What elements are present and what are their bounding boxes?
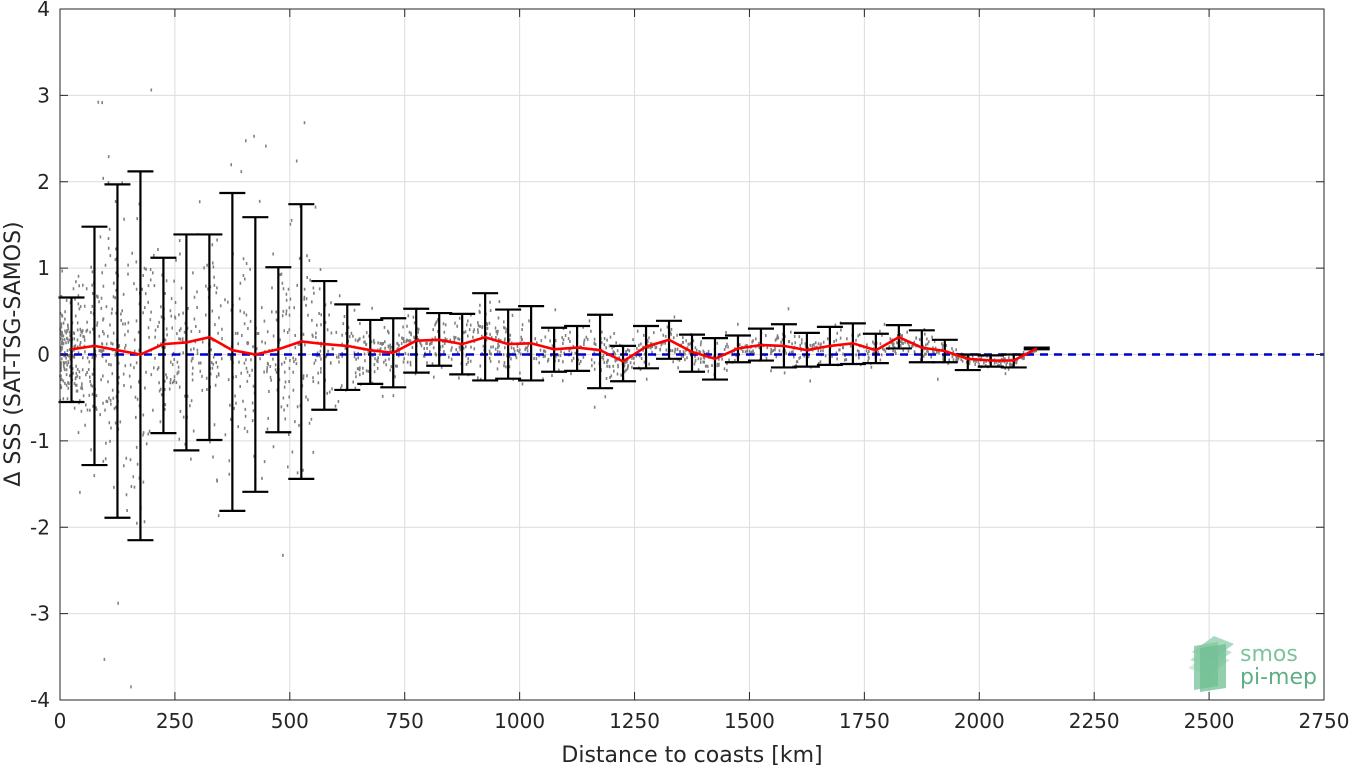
mean-line (71, 335, 1038, 363)
smos-pimep-logo: smos pi-mep (1188, 636, 1317, 692)
x-axis-ticks: 0 250 500 750 1000 1250 1500 1750 2000 2250 2500 27… (54, 9, 1350, 733)
error-bar (311, 279, 338, 411)
x-tick-label: 2000 (954, 709, 1005, 733)
y-tick-label: 0 (37, 343, 50, 367)
y-tick-label: -4 (30, 688, 50, 712)
x-tick-label: 1000 (494, 709, 545, 733)
error-bar (219, 191, 246, 512)
x-tick-label: 2750 (1299, 709, 1350, 733)
logo-text-smos: smos (1240, 642, 1298, 667)
mean-series-line (71, 335, 1038, 363)
error-bar (357, 318, 384, 385)
error-bar (862, 332, 889, 365)
y-axis-label: Δ SSS (SAT-TSG-SAMOS) (1, 221, 26, 486)
x-tick-label: 0 (54, 709, 67, 733)
y-tick-label: -2 (30, 515, 50, 539)
x-tick-label: 750 (386, 709, 424, 733)
x-tick-label: 1500 (724, 709, 775, 733)
y-tick-label: 4 (37, 0, 50, 21)
x-tick-label: 2250 (1069, 709, 1120, 733)
y-tick-label: 2 (37, 170, 50, 194)
error-bar (610, 344, 637, 383)
x-tick-label: 1250 (609, 709, 660, 733)
logo-text-pimep: pi-mep (1240, 665, 1317, 690)
y-tick-label: -3 (30, 602, 50, 626)
error-bar (58, 296, 85, 404)
x-tick-label: 500 (271, 709, 309, 733)
x-tick-label: 2500 (1184, 709, 1235, 733)
x-tick-label: 250 (156, 709, 194, 733)
y-tick-label: 3 (37, 83, 50, 107)
x-axis-label: Distance to coasts [km] (561, 743, 822, 768)
y-tick-label: -1 (30, 429, 50, 453)
y-axis-ticks: -4 -3 -2 -1 0 1 2 3 4 (30, 0, 1324, 712)
y-tick-label: 1 (37, 256, 50, 280)
logo-layers-icon (1188, 636, 1234, 692)
x-tick-label: 1750 (839, 709, 890, 733)
